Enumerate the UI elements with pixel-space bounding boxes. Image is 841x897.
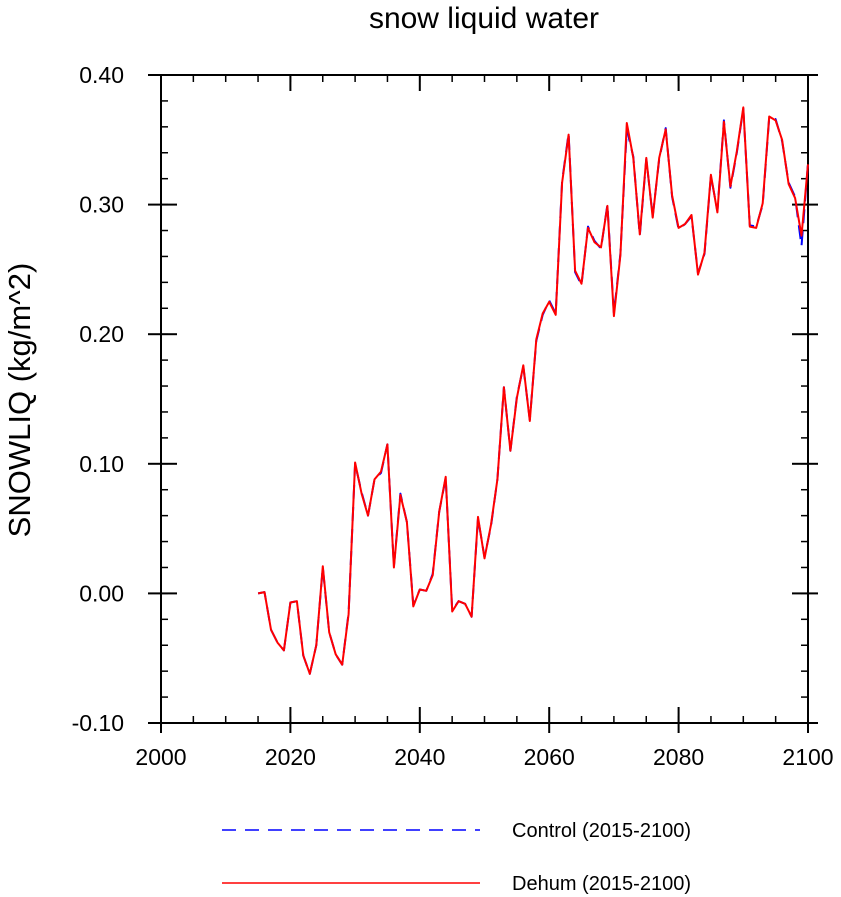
y-tick-label: -0.10 <box>72 710 124 736</box>
y-tick-label: 0.20 <box>79 321 124 347</box>
legend-label-2: Dehum (2015-2100) <box>512 873 691 895</box>
x-tick-label: 2080 <box>653 744 704 770</box>
x-tick-label: 2000 <box>135 744 186 770</box>
y-tick-label: 0.10 <box>79 451 124 477</box>
x-tick-label: 2060 <box>524 744 575 770</box>
y-tick-label: 0.40 <box>79 62 124 88</box>
y-tick-label: 0.30 <box>79 192 124 218</box>
axes-frame: 2000 2020 2040 2060 2080 2100 -0.10 0.00 0.10 0.2… <box>72 62 834 770</box>
legend: Control (2015-2100) Dehum (2015-2100) <box>222 820 691 895</box>
plot-frame <box>160 74 809 724</box>
y-tick-label: 0.00 <box>79 580 124 606</box>
legend-label-1: Control (2015-2100) <box>512 820 691 842</box>
chart-title: snow liquid water <box>369 2 599 35</box>
series-line-2 <box>257 106 809 675</box>
series-layer <box>257 106 809 675</box>
x-tick-label: 2040 <box>394 744 445 770</box>
x-tick-label: 2100 <box>782 744 833 770</box>
x-tick-label: 2020 <box>265 744 316 770</box>
y-axis-label: SNOWLIQ (kg/m^2) <box>2 263 37 538</box>
